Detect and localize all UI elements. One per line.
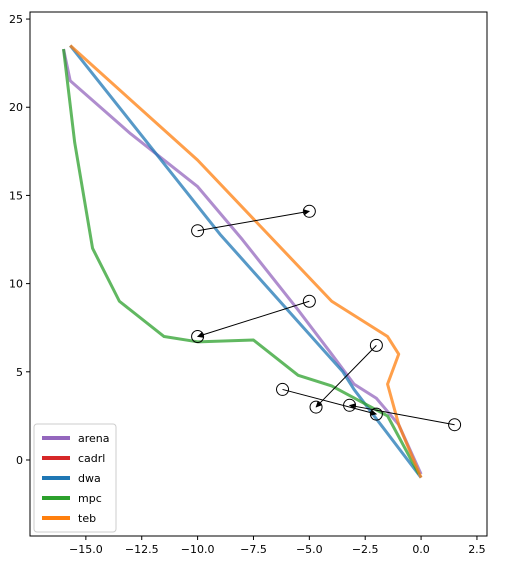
y-tick-label: 5 <box>16 366 23 379</box>
legend-box <box>33 423 117 533</box>
obstacle-path <box>197 300 310 338</box>
obstacle-start <box>191 224 205 238</box>
obstacle-start <box>448 418 462 432</box>
y-tick-label: 25 <box>9 13 23 26</box>
x-tick-label: 2.5 <box>468 543 486 556</box>
legend-label: mpc <box>78 492 102 505</box>
x-tick-label: −5.0 <box>296 543 323 556</box>
obstacle-path <box>315 344 377 408</box>
x-tick-label: −7.5 <box>240 543 267 556</box>
legend-label: teb <box>78 512 96 525</box>
x-tick-label: −10.0 <box>181 543 215 556</box>
obstacle-start <box>369 338 383 352</box>
trajectory <box>69 44 423 479</box>
y-tick-label: 10 <box>9 278 23 291</box>
x-tick-label: 0.0 <box>412 543 430 556</box>
legend-label: dwa <box>78 472 101 485</box>
axes-frame <box>29 11 488 537</box>
x-tick-label: −2.5 <box>352 543 379 556</box>
legend-label: cadrl <box>78 452 105 465</box>
x-tick-label: −15.0 <box>69 543 103 556</box>
obstacle-start <box>276 382 290 396</box>
trajectory <box>62 48 421 475</box>
y-tick-label: 20 <box>9 101 23 114</box>
trajectory <box>69 44 423 479</box>
legend-label: arena <box>78 432 110 445</box>
obstacle-end <box>302 204 316 218</box>
obstacle-end <box>369 407 383 421</box>
y-tick-label: 0 <box>16 454 23 467</box>
y-tick-label: 15 <box>9 189 23 202</box>
obstacle-start <box>302 294 316 308</box>
obstacle-end <box>309 400 323 414</box>
obstacle-path <box>282 388 377 416</box>
x-tick-label: −12.5 <box>125 543 159 556</box>
trajectory <box>62 48 423 475</box>
obstacle-path <box>348 403 455 426</box>
obstacle-path <box>197 209 310 232</box>
obstacle-end <box>343 398 357 412</box>
